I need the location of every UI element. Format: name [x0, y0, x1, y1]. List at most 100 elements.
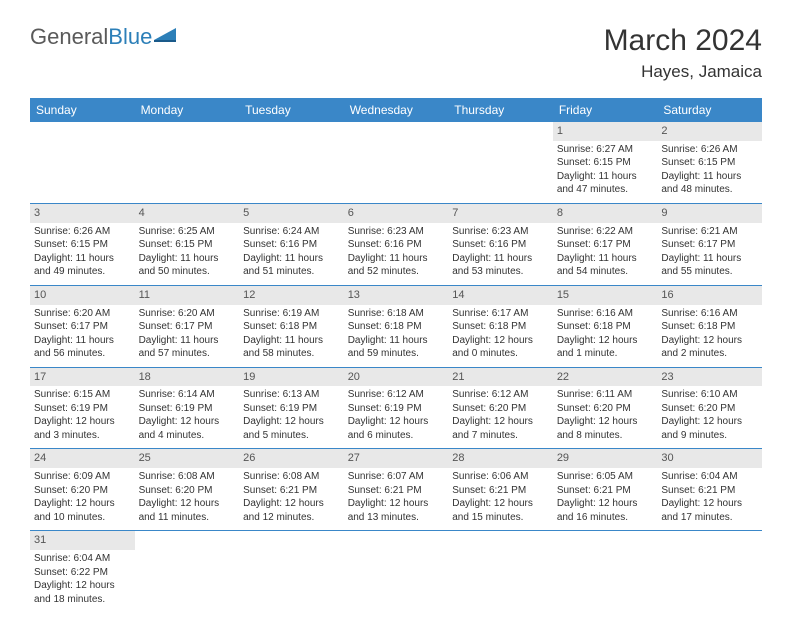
- calendar-page: GeneralBlue March 2024 Hayes, Jamaica Su…: [0, 0, 792, 636]
- daylight-text: Daylight: 12 hours and 2 minutes.: [661, 334, 758, 361]
- calendar-cell: 25Sunrise: 6:08 AMSunset: 6:20 PMDayligh…: [135, 449, 240, 531]
- calendar-row: 17Sunrise: 6:15 AMSunset: 6:19 PMDayligh…: [30, 367, 762, 449]
- calendar-cell: 10Sunrise: 6:20 AMSunset: 6:17 PMDayligh…: [30, 285, 135, 367]
- sunset-text: Sunset: 6:21 PM: [348, 484, 445, 498]
- day-number: 28: [448, 449, 553, 468]
- daylight-text: Daylight: 11 hours and 58 minutes.: [243, 334, 340, 361]
- day-header: Wednesday: [344, 98, 449, 122]
- sunset-text: Sunset: 6:17 PM: [557, 238, 654, 252]
- daylight-text: Daylight: 12 hours and 5 minutes.: [243, 415, 340, 442]
- calendar-body: 1Sunrise: 6:27 AMSunset: 6:15 PMDaylight…: [30, 122, 762, 612]
- daylight-text: Daylight: 11 hours and 49 minutes.: [34, 252, 131, 279]
- day-number: 30: [657, 449, 762, 468]
- sunrise-text: Sunrise: 6:11 AM: [557, 388, 654, 402]
- sunrise-text: Sunrise: 6:21 AM: [661, 225, 758, 239]
- day-number: 27: [344, 449, 449, 468]
- daylight-text: Daylight: 12 hours and 3 minutes.: [34, 415, 131, 442]
- calendar-row: 10Sunrise: 6:20 AMSunset: 6:17 PMDayligh…: [30, 285, 762, 367]
- day-number: 26: [239, 449, 344, 468]
- sunrise-text: Sunrise: 6:16 AM: [557, 307, 654, 321]
- daylight-text: Daylight: 11 hours and 57 minutes.: [139, 334, 236, 361]
- calendar-cell-empty: [239, 122, 344, 203]
- sunrise-text: Sunrise: 6:13 AM: [243, 388, 340, 402]
- day-number: 3: [30, 204, 135, 223]
- calendar-cell: 21Sunrise: 6:12 AMSunset: 6:20 PMDayligh…: [448, 367, 553, 449]
- calendar-cell: 26Sunrise: 6:08 AMSunset: 6:21 PMDayligh…: [239, 449, 344, 531]
- daylight-text: Daylight: 12 hours and 16 minutes.: [557, 497, 654, 524]
- daylight-text: Daylight: 12 hours and 13 minutes.: [348, 497, 445, 524]
- sunset-text: Sunset: 6:18 PM: [661, 320, 758, 334]
- calendar-cell: 9Sunrise: 6:21 AMSunset: 6:17 PMDaylight…: [657, 203, 762, 285]
- sunrise-text: Sunrise: 6:16 AM: [661, 307, 758, 321]
- calendar-cell: 4Sunrise: 6:25 AMSunset: 6:15 PMDaylight…: [135, 203, 240, 285]
- sunset-text: Sunset: 6:16 PM: [243, 238, 340, 252]
- sunrise-text: Sunrise: 6:27 AM: [557, 143, 654, 157]
- calendar-cell: 2Sunrise: 6:26 AMSunset: 6:15 PMDaylight…: [657, 122, 762, 203]
- logo-flag-icon: [154, 24, 180, 50]
- daylight-text: Daylight: 12 hours and 17 minutes.: [661, 497, 758, 524]
- daylight-text: Daylight: 12 hours and 15 minutes.: [452, 497, 549, 524]
- sunset-text: Sunset: 6:20 PM: [452, 402, 549, 416]
- calendar-head: SundayMondayTuesdayWednesdayThursdayFrid…: [30, 98, 762, 122]
- logo-text-2: Blue: [108, 24, 152, 50]
- sunrise-text: Sunrise: 6:20 AM: [34, 307, 131, 321]
- daylight-text: Daylight: 11 hours and 48 minutes.: [661, 170, 758, 197]
- sunrise-text: Sunrise: 6:07 AM: [348, 470, 445, 484]
- sunset-text: Sunset: 6:18 PM: [348, 320, 445, 334]
- daylight-text: Daylight: 12 hours and 11 minutes.: [139, 497, 236, 524]
- day-header: Monday: [135, 98, 240, 122]
- sunset-text: Sunset: 6:19 PM: [348, 402, 445, 416]
- sunrise-text: Sunrise: 6:09 AM: [34, 470, 131, 484]
- calendar-cell: 15Sunrise: 6:16 AMSunset: 6:18 PMDayligh…: [553, 285, 658, 367]
- calendar-cell: 28Sunrise: 6:06 AMSunset: 6:21 PMDayligh…: [448, 449, 553, 531]
- title-block: March 2024 Hayes, Jamaica: [604, 24, 762, 82]
- day-number: 7: [448, 204, 553, 223]
- sunset-text: Sunset: 6:17 PM: [661, 238, 758, 252]
- day-number: 25: [135, 449, 240, 468]
- sunset-text: Sunset: 6:20 PM: [139, 484, 236, 498]
- day-number: 20: [344, 368, 449, 387]
- location: Hayes, Jamaica: [604, 62, 762, 82]
- day-number: 9: [657, 204, 762, 223]
- calendar-row: 24Sunrise: 6:09 AMSunset: 6:20 PMDayligh…: [30, 449, 762, 531]
- calendar-cell: 19Sunrise: 6:13 AMSunset: 6:19 PMDayligh…: [239, 367, 344, 449]
- calendar-cell: 22Sunrise: 6:11 AMSunset: 6:20 PMDayligh…: [553, 367, 658, 449]
- sunset-text: Sunset: 6:15 PM: [34, 238, 131, 252]
- month-title: March 2024: [604, 24, 762, 58]
- sunrise-text: Sunrise: 6:12 AM: [348, 388, 445, 402]
- sunset-text: Sunset: 6:15 PM: [661, 156, 758, 170]
- sunset-text: Sunset: 6:19 PM: [243, 402, 340, 416]
- sunset-text: Sunset: 6:21 PM: [557, 484, 654, 498]
- sunrise-text: Sunrise: 6:04 AM: [34, 552, 131, 566]
- calendar-cell-empty: [448, 531, 553, 612]
- daylight-text: Daylight: 11 hours and 54 minutes.: [557, 252, 654, 279]
- calendar-cell: 3Sunrise: 6:26 AMSunset: 6:15 PMDaylight…: [30, 203, 135, 285]
- sunset-text: Sunset: 6:21 PM: [452, 484, 549, 498]
- sunrise-text: Sunrise: 6:22 AM: [557, 225, 654, 239]
- day-number: 2: [657, 122, 762, 141]
- calendar-cell-empty: [239, 531, 344, 612]
- calendar-cell: 11Sunrise: 6:20 AMSunset: 6:17 PMDayligh…: [135, 285, 240, 367]
- sunset-text: Sunset: 6:17 PM: [139, 320, 236, 334]
- calendar-cell: 24Sunrise: 6:09 AMSunset: 6:20 PMDayligh…: [30, 449, 135, 531]
- sunrise-text: Sunrise: 6:10 AM: [661, 388, 758, 402]
- calendar-cell-empty: [344, 531, 449, 612]
- calendar-cell: 18Sunrise: 6:14 AMSunset: 6:19 PMDayligh…: [135, 367, 240, 449]
- daylight-text: Daylight: 12 hours and 1 minute.: [557, 334, 654, 361]
- day-number: 5: [239, 204, 344, 223]
- calendar-cell: 6Sunrise: 6:23 AMSunset: 6:16 PMDaylight…: [344, 203, 449, 285]
- calendar-row: 31Sunrise: 6:04 AMSunset: 6:22 PMDayligh…: [30, 531, 762, 612]
- sunset-text: Sunset: 6:15 PM: [139, 238, 236, 252]
- sunrise-text: Sunrise: 6:14 AM: [139, 388, 236, 402]
- day-header: Tuesday: [239, 98, 344, 122]
- sunset-text: Sunset: 6:16 PM: [348, 238, 445, 252]
- sunset-text: Sunset: 6:17 PM: [34, 320, 131, 334]
- calendar-cell: 14Sunrise: 6:17 AMSunset: 6:18 PMDayligh…: [448, 285, 553, 367]
- sunset-text: Sunset: 6:16 PM: [452, 238, 549, 252]
- daylight-text: Daylight: 12 hours and 9 minutes.: [661, 415, 758, 442]
- page-header: GeneralBlue March 2024 Hayes, Jamaica: [30, 24, 762, 82]
- calendar-cell: 12Sunrise: 6:19 AMSunset: 6:18 PMDayligh…: [239, 285, 344, 367]
- calendar-row: 1Sunrise: 6:27 AMSunset: 6:15 PMDaylight…: [30, 122, 762, 203]
- sunrise-text: Sunrise: 6:23 AM: [452, 225, 549, 239]
- daylight-text: Daylight: 12 hours and 8 minutes.: [557, 415, 654, 442]
